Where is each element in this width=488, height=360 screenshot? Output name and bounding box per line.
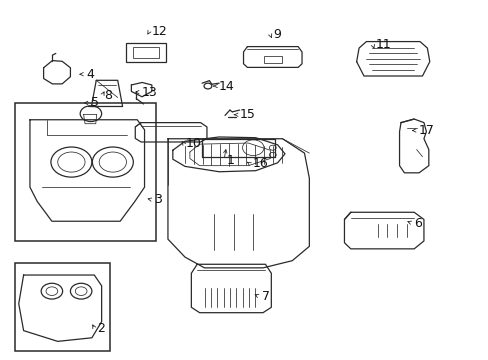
Text: 2: 2 (97, 322, 105, 335)
Text: 5: 5 (91, 96, 99, 109)
Bar (125, 43, 166, 62)
Text: 14: 14 (218, 80, 234, 93)
Text: 11: 11 (374, 38, 390, 51)
Text: 13: 13 (142, 86, 158, 99)
Bar (15, 103, 156, 241)
Text: 1: 1 (226, 154, 234, 167)
Text: 3: 3 (154, 193, 162, 206)
Text: 7: 7 (261, 290, 269, 303)
Text: 8: 8 (104, 89, 112, 102)
Text: 6: 6 (413, 216, 421, 230)
Text: 16: 16 (252, 157, 267, 170)
Bar (133, 46, 159, 58)
Text: 17: 17 (418, 124, 433, 137)
Text: 12: 12 (152, 25, 167, 38)
Text: 4: 4 (86, 68, 94, 81)
Text: 15: 15 (239, 108, 255, 121)
Text: 9: 9 (272, 28, 280, 41)
Bar (15, 263, 110, 351)
Bar (264, 56, 281, 63)
Text: 10: 10 (185, 137, 202, 150)
